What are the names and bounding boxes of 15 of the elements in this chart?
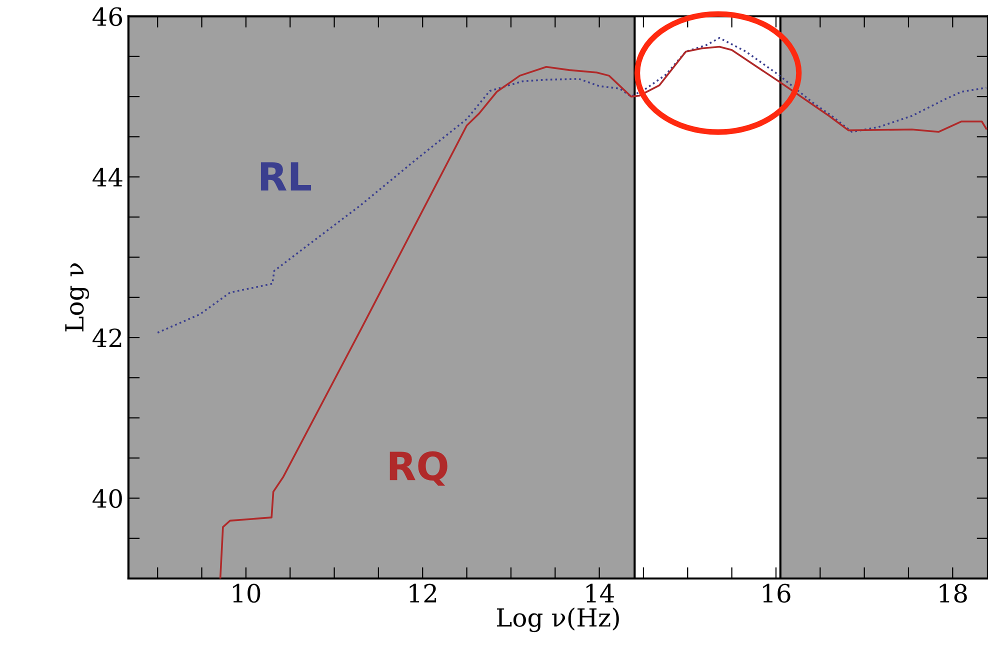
x-tick-label: 18 <box>940 584 967 603</box>
y-tick-label: 42 <box>92 328 122 348</box>
y-tick-label: 40 <box>92 489 122 508</box>
line-series <box>156 37 988 334</box>
x-tick-label: 16 <box>763 584 790 603</box>
text: RQ <box>390 451 448 486</box>
x-tick-label: 10 <box>233 584 260 603</box>
series-label: RL <box>260 162 312 191</box>
y-axis-title: Log ν <box>65 263 89 332</box>
x-tick-label: 14 <box>586 584 614 602</box>
x-axis-title: Log ν(Hz) <box>496 608 619 632</box>
y-tick-label: 44 <box>92 168 122 186</box>
line-series <box>219 46 988 578</box>
x-tick-label: 12 <box>410 584 436 602</box>
y-tick-label: 46 <box>92 7 122 26</box>
